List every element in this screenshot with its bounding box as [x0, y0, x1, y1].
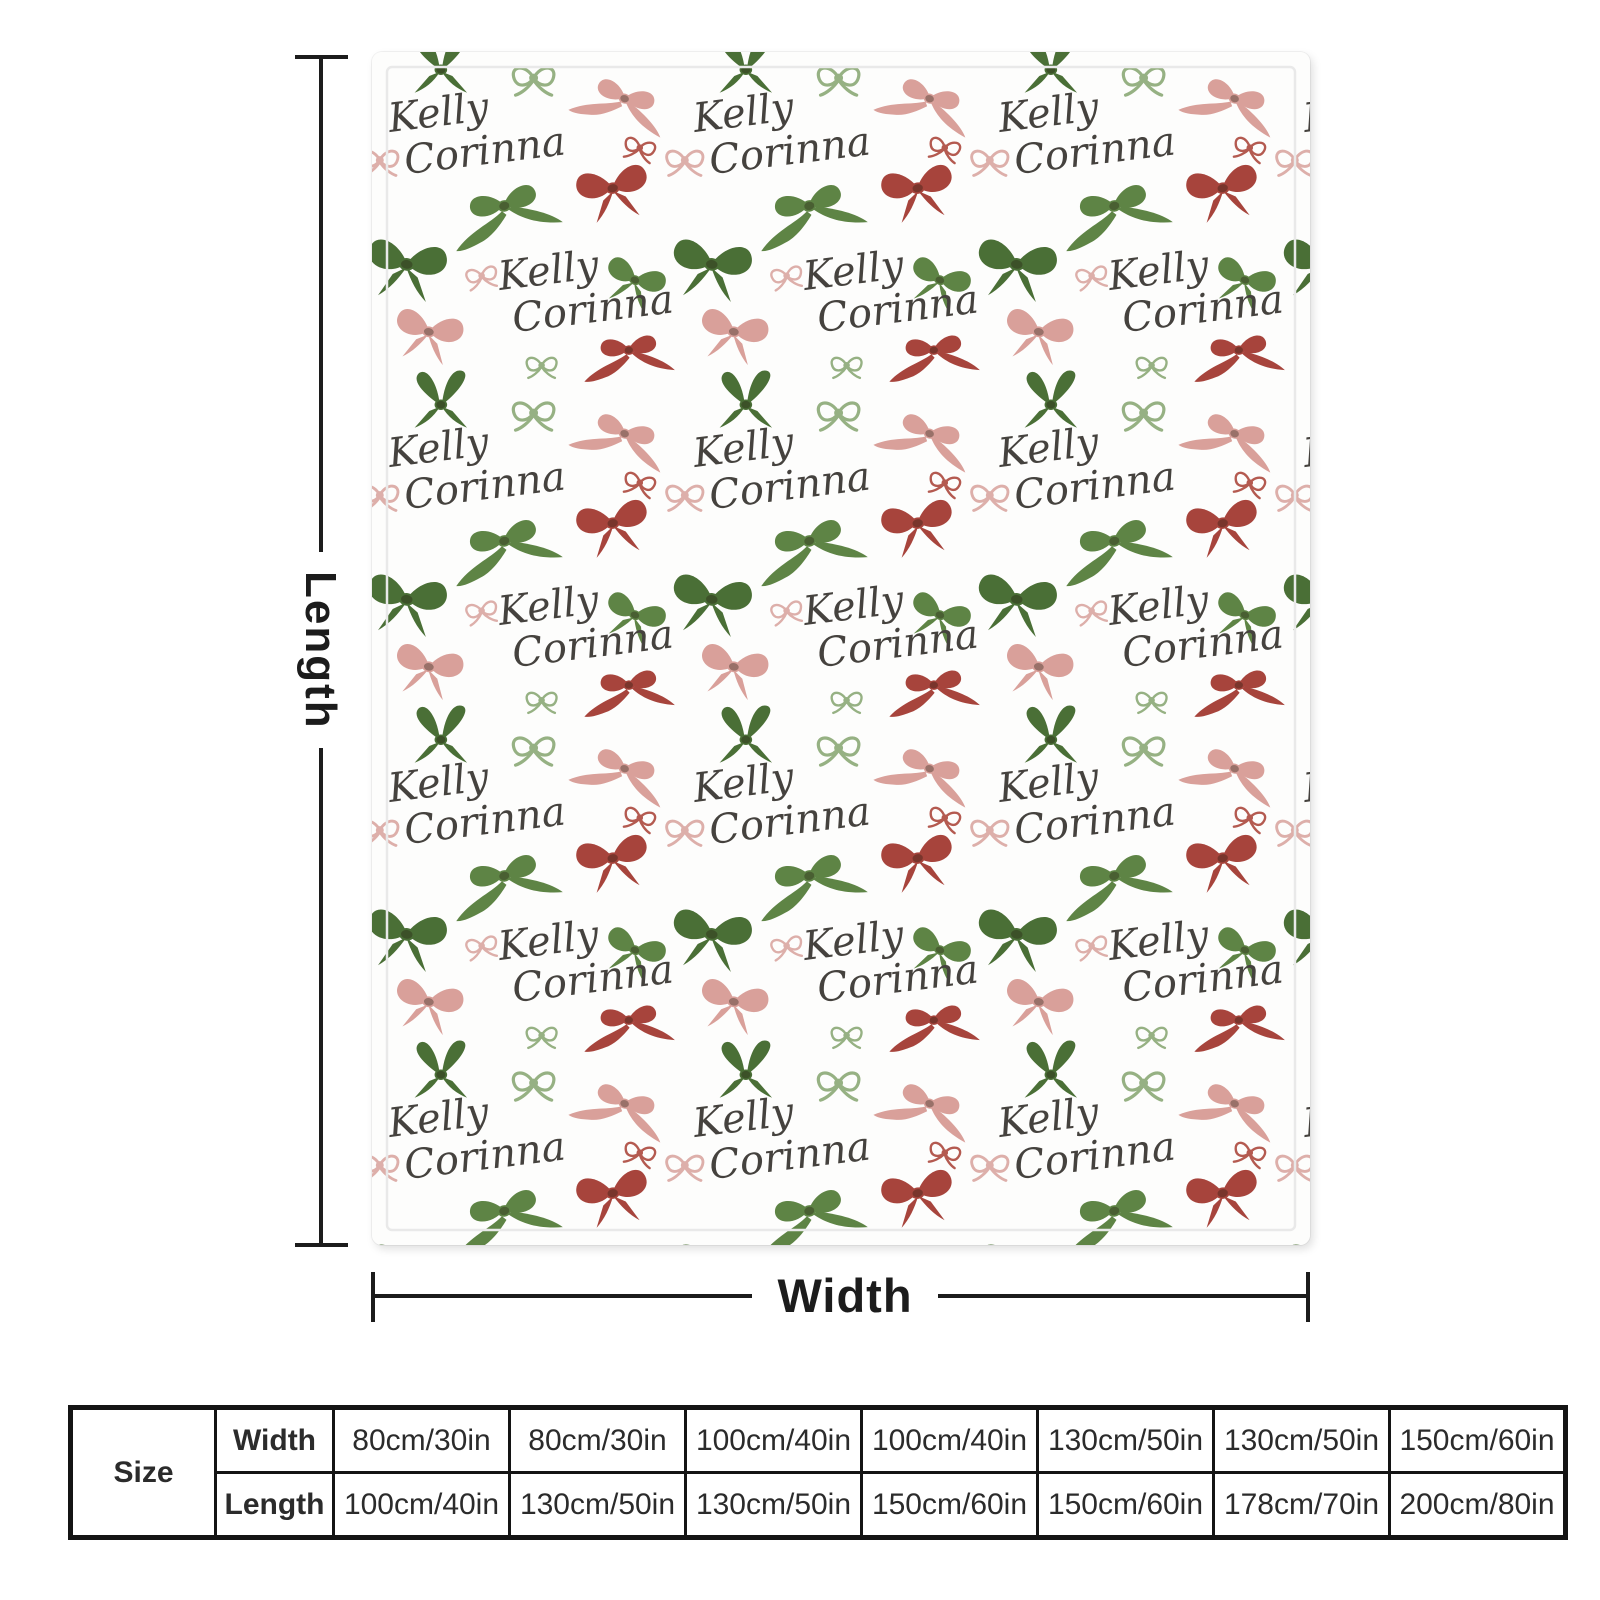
blanket-hem-line [385, 65, 1297, 1232]
length-value-cell: 150cm/60in [1036, 1471, 1215, 1539]
length-value-cell: 130cm/50in [684, 1471, 863, 1539]
width-value-cell: 130cm/50in [1036, 1406, 1215, 1474]
width-line-left-cap [371, 1272, 375, 1322]
length-line-lower-segment [319, 748, 323, 1245]
length-line-bottom-cap [295, 1243, 348, 1247]
width-dimension-label: Width [777, 1269, 913, 1322]
bow-pattern-svg: Kelly Corinna Kelly Corinna [372, 52, 1310, 1245]
size-table-length-row: Length 100cm/40in 130cm/50in 130cm/50in … [71, 1471, 1567, 1539]
length-dimension-label: Length [296, 571, 345, 730]
width-value-cell: 130cm/50in [1212, 1406, 1391, 1474]
width-line-left-segment [375, 1294, 752, 1298]
length-row-label-cell: Length [214, 1471, 335, 1539]
length-value-cell: 130cm/50in [508, 1471, 687, 1539]
length-value-cell: 200cm/80in [1388, 1471, 1567, 1539]
width-value-cell: 80cm/30in [508, 1406, 687, 1474]
width-line-right-cap [1306, 1272, 1310, 1322]
width-row-label-cell: Width [214, 1406, 335, 1474]
size-table: Size Width 80cm/30in 80cm/30in 100cm/40i… [68, 1405, 1568, 1540]
blanket-mockup: Kelly Corinna Kelly Corinna [372, 52, 1310, 1245]
length-line-upper-segment [319, 55, 323, 552]
width-line-right-segment [938, 1294, 1306, 1298]
blanket-print [372, 52, 1310, 1245]
width-value-cell: 100cm/40in [860, 1406, 1039, 1474]
size-table-width-row: Size Width 80cm/30in 80cm/30in 100cm/40i… [69, 1406, 1567, 1539]
size-table-corner-cell: Size [69, 1406, 217, 1539]
width-value-cell: 150cm/60in [1388, 1406, 1567, 1474]
length-value-cell: 150cm/60in [860, 1471, 1039, 1539]
width-value-cell: 100cm/40in [684, 1406, 863, 1474]
length-value-cell: 100cm/40in [332, 1471, 511, 1539]
length-value-cell: 178cm/70in [1212, 1471, 1391, 1539]
width-value-cell: 80cm/30in [332, 1406, 511, 1474]
